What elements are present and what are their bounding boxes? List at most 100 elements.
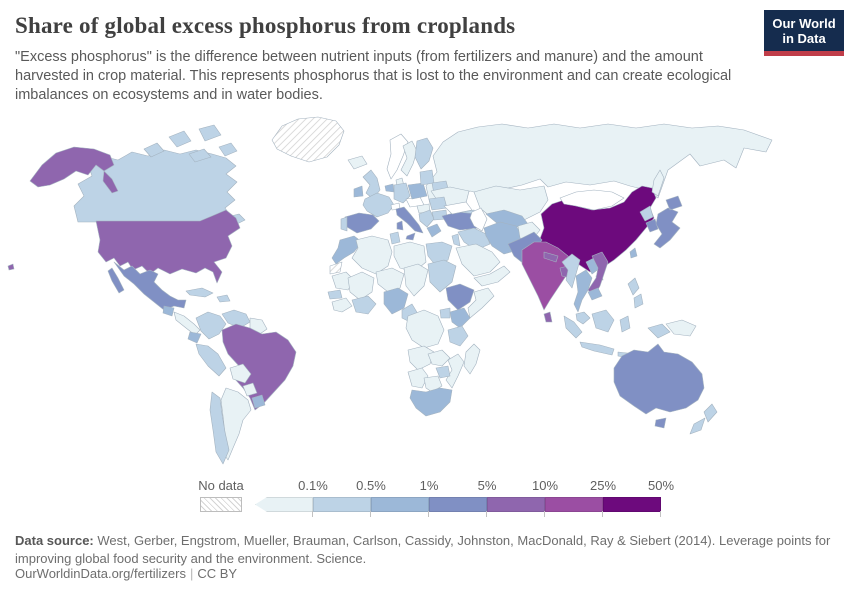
region-senegal[interactable] xyxy=(327,289,343,300)
region-sudan[interactable] xyxy=(427,259,457,293)
region-colombia[interactable] xyxy=(195,311,227,340)
owid-link[interactable]: OurWorldinData.org/fertilizers xyxy=(15,566,186,581)
region-ethiopia[interactable] xyxy=(445,283,475,311)
region-niger[interactable] xyxy=(375,267,405,293)
region-myanmar[interactable] xyxy=(561,253,581,289)
region-hawaii[interactable] xyxy=(7,263,15,271)
region-sakhalin[interactable] xyxy=(651,169,665,197)
world-map-container xyxy=(0,112,850,476)
region-balkans[interactable] xyxy=(418,209,435,228)
region-cambodia[interactable] xyxy=(587,287,603,301)
region-poland[interactable] xyxy=(407,182,428,200)
region-cuba[interactable] xyxy=(185,287,214,298)
region-mali[interactable] xyxy=(347,271,375,301)
region-ireland[interactable] xyxy=(353,185,364,198)
region-usa[interactable] xyxy=(95,209,241,284)
region-egypt[interactable] xyxy=(425,241,453,267)
region-guinea-region[interactable] xyxy=(331,297,353,313)
region-western-sahara[interactable] xyxy=(329,261,343,275)
legend-tick xyxy=(312,511,313,517)
region-south-korea[interactable] xyxy=(645,218,659,233)
region-iceland[interactable] xyxy=(347,155,368,170)
no-data-swatch[interactable] xyxy=(200,497,242,512)
region-thailand[interactable] xyxy=(573,269,593,313)
region-mozambique[interactable] xyxy=(445,353,465,389)
source-text: West, Gerber, Engstrom, Mueller, Brauman… xyxy=(15,533,831,566)
legend-segment-5[interactable] xyxy=(487,497,545,512)
region-drc[interactable] xyxy=(405,309,445,349)
region-south-africa[interactable] xyxy=(409,387,453,417)
region-tanzania[interactable] xyxy=(447,325,469,347)
region-guatemala[interactable] xyxy=(162,305,175,317)
region-romania[interactable] xyxy=(428,196,448,211)
region-portugal[interactable] xyxy=(340,216,348,232)
region-benelux[interactable] xyxy=(384,183,395,193)
region-morocco[interactable] xyxy=(331,235,363,265)
region-italy[interactable] xyxy=(395,206,424,241)
black-sea xyxy=(443,201,473,215)
region-mongolia[interactable] xyxy=(559,189,625,211)
license-label: CC BY xyxy=(197,566,238,581)
region-madagascar[interactable] xyxy=(463,343,481,375)
owid-logo[interactable]: Our World in Data xyxy=(764,10,844,56)
legend-segment-3[interactable] xyxy=(371,497,429,512)
region-arctic-islands[interactable] xyxy=(143,124,238,163)
region-mexico[interactable] xyxy=(107,261,187,311)
region-spain[interactable] xyxy=(344,212,380,234)
legend-segment-2[interactable] xyxy=(313,497,371,512)
region-france[interactable] xyxy=(362,192,395,218)
region-uruguay[interactable] xyxy=(251,394,266,409)
region-yemen-oman[interactable] xyxy=(473,265,511,287)
legend-segment-6[interactable] xyxy=(545,497,603,512)
region-tunisia[interactable] xyxy=(389,231,401,245)
region-uganda[interactable] xyxy=(439,307,451,319)
legend-color-bar: 0.1% 0.5% 1% 5% 10% 25% 50% xyxy=(255,478,674,517)
legend-segment-7[interactable] xyxy=(603,497,661,512)
region-algeria[interactable] xyxy=(351,235,393,275)
region-australia[interactable] xyxy=(613,343,705,415)
legend-segment-4[interactable] xyxy=(429,497,487,512)
region-alaska[interactable] xyxy=(29,146,119,194)
logo-line-2: in Data xyxy=(782,31,826,46)
region-syria-iraq[interactable] xyxy=(457,227,491,251)
region-nigeria[interactable] xyxy=(383,287,409,315)
region-zimbabwe[interactable] xyxy=(435,365,451,379)
region-png[interactable] xyxy=(665,319,697,337)
region-chad[interactable] xyxy=(403,263,429,297)
region-russia[interactable] xyxy=(425,123,773,205)
region-bolivia[interactable] xyxy=(229,363,252,384)
region-chile[interactable] xyxy=(209,391,230,465)
region-angola[interactable] xyxy=(407,345,435,371)
region-india[interactable] xyxy=(521,241,573,311)
region-argentina[interactable] xyxy=(220,387,252,461)
no-data-label: No data xyxy=(198,478,244,493)
region-paraguay[interactable] xyxy=(242,382,258,397)
region-zambia[interactable] xyxy=(427,349,451,367)
region-kenya[interactable] xyxy=(449,307,471,329)
region-ecuador[interactable] xyxy=(187,331,202,344)
region-north-korea[interactable] xyxy=(639,205,654,222)
region-philippines[interactable] xyxy=(627,277,644,309)
region-peru[interactable] xyxy=(195,343,227,377)
region-sweden[interactable] xyxy=(400,140,418,177)
legend-tick-label: 50% xyxy=(647,478,675,493)
region-japan[interactable] xyxy=(653,195,683,249)
region-greece[interactable] xyxy=(426,223,442,238)
region-central-america[interactable] xyxy=(173,311,201,336)
region-taiwan[interactable] xyxy=(629,247,638,259)
region-sri-lanka[interactable] xyxy=(543,311,553,323)
region-hispaniola[interactable] xyxy=(216,294,231,303)
legend-segment-1[interactable] xyxy=(255,497,313,512)
region-nepal[interactable] xyxy=(543,251,559,263)
region-finland[interactable] xyxy=(414,137,434,170)
region-new-zealand[interactable] xyxy=(689,403,718,435)
region-somalia[interactable] xyxy=(467,287,495,319)
region-malaysia[interactable] xyxy=(575,311,591,325)
region-indonesia[interactable] xyxy=(563,309,671,360)
region-ivory-ghana[interactable] xyxy=(351,295,377,315)
region-saudi-arabia[interactable] xyxy=(455,243,501,277)
region-greenland[interactable] xyxy=(271,116,345,163)
region-norway[interactable] xyxy=(386,133,409,180)
region-tasmania[interactable] xyxy=(654,417,667,429)
region-israel-jordan[interactable] xyxy=(451,233,461,247)
